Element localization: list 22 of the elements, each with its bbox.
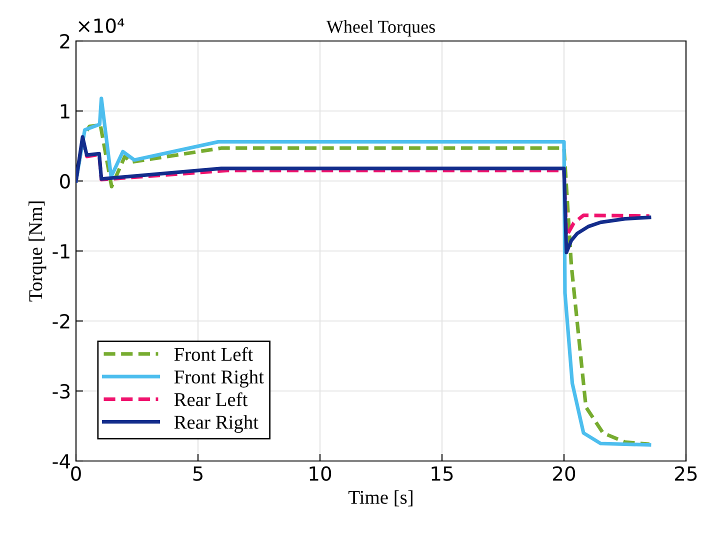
legend-label: Front Right [174,370,264,388]
legend-label: Rear Right [174,415,258,433]
x-tick-label: 25 [675,466,697,481]
y-tick-label: 2 [60,34,70,48]
y-axis-title: Torque [Nm] [28,202,46,302]
legend-label: Front Left [174,347,254,361]
y-tick-label: -1 [52,244,70,258]
y-tick-label: -4 [52,454,70,468]
line-series [76,135,652,254]
y-tick-label: 0 [60,174,70,189]
y-tick-label: -2 [52,314,70,328]
text: ×10⁴ [78,18,124,34]
x-tick-label: 10 [310,466,332,481]
x-axis-title: Time [s] [348,490,412,506]
legend-label: Rear Left [174,392,248,406]
x-tick-label: 0 [71,466,81,481]
chart-title: Wheel Torques [326,20,435,37]
y-tick-label: -3 [52,384,70,399]
y-tick-label: 1 [60,104,70,118]
x-tick-label: 20 [553,466,576,481]
x-tick-label: 5 [193,466,202,481]
x-tick-label: 15 [432,466,453,481]
